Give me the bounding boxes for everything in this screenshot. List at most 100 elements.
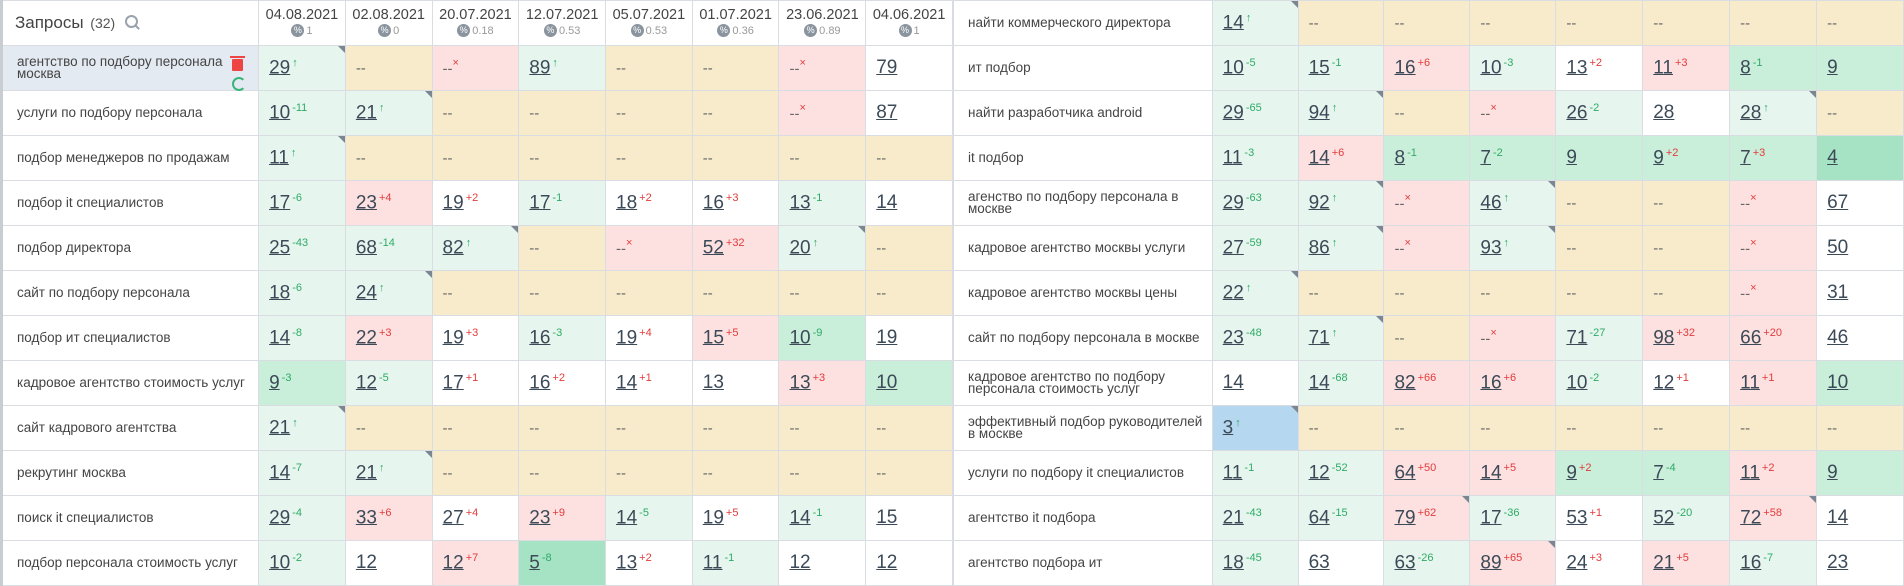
- position-value[interactable]: 94: [1308, 102, 1330, 124]
- position-cell[interactable]: --: [691, 405, 780, 451]
- position-value[interactable]: 52: [1653, 507, 1675, 529]
- position-value[interactable]: 11: [1740, 462, 1760, 484]
- position-cell[interactable]: 11 ↑: [258, 135, 346, 181]
- position-cell[interactable]: 11 -1: [691, 540, 780, 586]
- position-cell[interactable]: --: [1469, 270, 1557, 316]
- position-value[interactable]: 71: [1566, 327, 1588, 349]
- position-value[interactable]: 23: [1827, 552, 1849, 573]
- position-cell[interactable]: --: [865, 450, 953, 496]
- position-value[interactable]: 87: [876, 102, 898, 123]
- position-cell[interactable]: 8 -1: [1383, 135, 1471, 181]
- position-value[interactable]: 16: [1480, 372, 1502, 394]
- query-cell[interactable]: ит подбор: [953, 45, 1213, 91]
- position-value[interactable]: 18: [1222, 552, 1244, 574]
- query-cell[interactable]: сайт по подбору персонала в москве: [953, 315, 1213, 361]
- query-cell[interactable]: подбор it специалистов: [0, 180, 260, 226]
- position-value[interactable]: 53: [1566, 507, 1588, 529]
- position-value[interactable]: 27: [442, 507, 464, 529]
- search-icon[interactable]: [124, 15, 138, 28]
- position-value[interactable]: 46: [1827, 327, 1849, 348]
- position-value[interactable]: 24: [355, 282, 377, 304]
- position-cell[interactable]: 12: [778, 540, 867, 586]
- position-value[interactable]: 21: [1653, 552, 1675, 574]
- position-value[interactable]: 16: [1394, 57, 1416, 79]
- position-cell[interactable]: --: [605, 90, 693, 136]
- position-value[interactable]: 14: [789, 507, 811, 529]
- position-cell[interactable]: 11 +3: [1642, 45, 1731, 91]
- position-cell[interactable]: 53 +1: [1555, 495, 1644, 541]
- position-cell[interactable]: --: [518, 225, 607, 271]
- position-cell[interactable]: --: [1555, 225, 1644, 271]
- position-value[interactable]: 27: [1222, 237, 1244, 259]
- position-value[interactable]: 23: [355, 192, 377, 214]
- position-cell[interactable]: --: [691, 270, 780, 316]
- position-cell[interactable]: 18 +2: [605, 180, 693, 226]
- position-cell[interactable]: --×: [1729, 270, 1818, 316]
- position-cell[interactable]: 18 -6: [258, 270, 346, 316]
- position-value[interactable]: 18: [269, 282, 291, 304]
- position-cell[interactable]: --: [1816, 405, 1904, 451]
- position-cell[interactable]: 89 ↑: [518, 45, 607, 91]
- position-cell[interactable]: 25 -43: [258, 225, 346, 271]
- position-cell[interactable]: 79: [865, 45, 953, 91]
- position-cell[interactable]: 50: [1816, 225, 1904, 271]
- position-value[interactable]: 72: [1740, 507, 1762, 529]
- position-cell[interactable]: 46 ↑: [1469, 180, 1557, 226]
- position-value[interactable]: 11: [1653, 57, 1673, 79]
- query-cell[interactable]: подбор ит специалистов: [0, 315, 260, 361]
- position-value[interactable]: 9: [1827, 462, 1838, 483]
- position-cell[interactable]: 4: [1816, 135, 1904, 181]
- position-cell[interactable]: --: [865, 135, 953, 181]
- position-value[interactable]: 79: [876, 57, 898, 78]
- query-cell[interactable]: кадровое агентство москвы цены: [953, 270, 1213, 316]
- position-cell[interactable]: --: [691, 90, 780, 136]
- position-value[interactable]: 14: [616, 507, 638, 529]
- position-value[interactable]: 14: [1308, 372, 1330, 394]
- position-value[interactable]: 68: [355, 237, 377, 259]
- position-cell[interactable]: 12 +7: [431, 540, 520, 586]
- position-cell[interactable]: 29 -4: [258, 495, 346, 541]
- position-cell[interactable]: --: [778, 450, 867, 496]
- position-value[interactable]: 12: [355, 552, 377, 573]
- position-value[interactable]: 89: [1480, 552, 1502, 574]
- position-cell[interactable]: 23 +4: [344, 180, 433, 226]
- position-value[interactable]: 14: [1222, 12, 1244, 34]
- position-value[interactable]: 33: [355, 507, 377, 529]
- position-value[interactable]: 82: [442, 237, 464, 259]
- query-cell[interactable]: найти разработчика android: [953, 90, 1213, 136]
- date-column-header[interactable]: 04.06.2021% 1: [865, 0, 953, 46]
- position-cell[interactable]: 29 ↑: [258, 45, 346, 91]
- position-cell[interactable]: 14: [1816, 495, 1904, 541]
- position-cell[interactable]: 52 -20: [1642, 495, 1731, 541]
- position-cell[interactable]: 64 +50: [1383, 450, 1471, 496]
- position-cell[interactable]: --: [518, 90, 607, 136]
- position-value[interactable]: 23: [1222, 327, 1244, 349]
- position-cell[interactable]: --: [605, 450, 693, 496]
- position-cell[interactable]: 16 +6: [1383, 45, 1471, 91]
- position-value[interactable]: 19: [442, 327, 464, 349]
- position-value[interactable]: 15: [876, 507, 898, 528]
- position-cell[interactable]: 5 -8: [518, 540, 607, 586]
- position-cell[interactable]: --: [431, 135, 520, 181]
- date-column-header[interactable]: 01.07.2021% 0.36: [691, 0, 780, 46]
- position-value[interactable]: 14: [616, 372, 638, 394]
- position-cell[interactable]: 94 ↑: [1297, 90, 1385, 136]
- date-column-header[interactable]: 04.08.2021% 1: [258, 0, 346, 46]
- position-cell[interactable]: --: [1816, 90, 1904, 136]
- position-cell[interactable]: --: [1555, 180, 1644, 226]
- position-value[interactable]: 10: [269, 552, 291, 574]
- position-cell[interactable]: 9: [1816, 450, 1904, 496]
- position-cell[interactable]: --: [1729, 0, 1818, 46]
- position-cell[interactable]: 27 -59: [1211, 225, 1299, 271]
- position-cell[interactable]: 17 -1: [518, 180, 607, 226]
- position-cell[interactable]: 29 -65: [1211, 90, 1299, 136]
- position-cell[interactable]: 19 +2: [431, 180, 520, 226]
- position-cell[interactable]: 16 +2: [518, 360, 607, 406]
- position-cell[interactable]: 14 +5: [1469, 450, 1557, 496]
- position-value[interactable]: 21: [1222, 507, 1244, 529]
- position-value[interactable]: 19: [616, 327, 638, 349]
- position-cell[interactable]: 14 +1: [605, 360, 693, 406]
- position-cell[interactable]: --: [1642, 180, 1731, 226]
- position-cell[interactable]: 15 -1: [1297, 45, 1385, 91]
- position-cell[interactable]: 18 -45: [1211, 540, 1299, 586]
